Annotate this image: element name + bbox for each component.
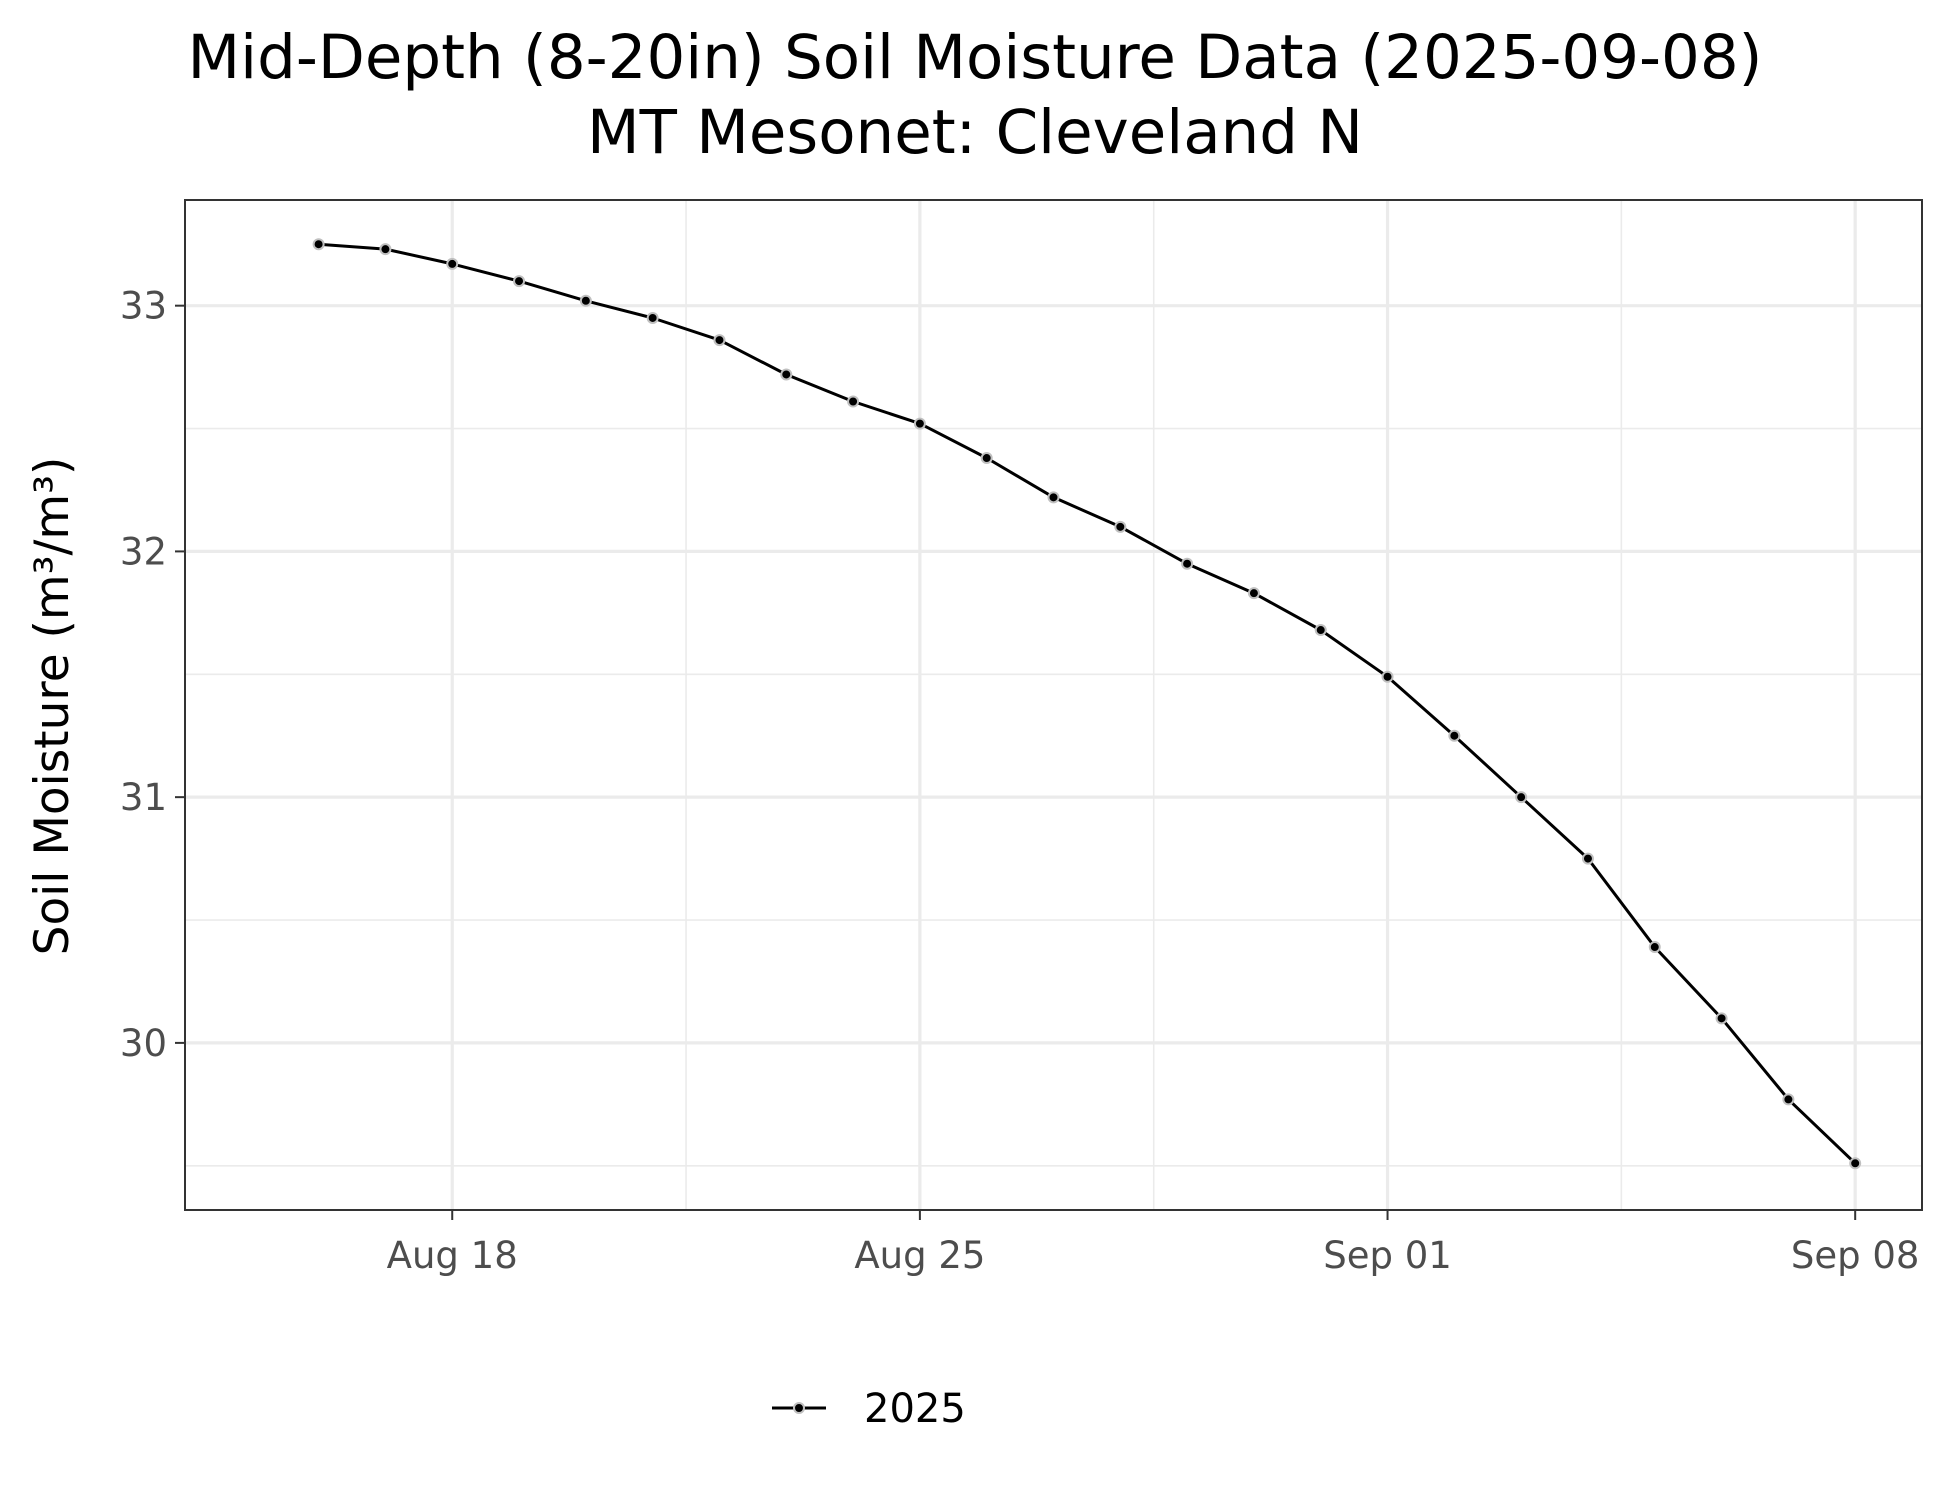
data-point [312,238,325,251]
grid-lines [185,200,1922,1210]
data-point [379,243,392,256]
data-point [713,334,726,347]
y-tick-label: 31 [120,776,167,819]
data-point [913,417,926,430]
data-point [1114,520,1127,533]
y-tick-label: 30 [120,1022,167,1065]
y-tick-label: 32 [120,530,167,573]
legend-label: 2025 [864,1386,966,1432]
data-point [1849,1157,1862,1170]
data-point [847,395,860,408]
x-tick-label: Aug 18 [387,1234,518,1277]
x-tick-label: Sep 08 [1791,1234,1920,1277]
data-point [1314,624,1327,637]
data-point [780,368,793,381]
data-point [1581,852,1594,865]
data-point [513,275,526,288]
data-point [646,311,659,324]
chart-subtitle: MT Mesonet: Cleveland N [587,97,1363,168]
axes: 30 31 32 33 Aug 18 Aug 25 Sep 01 Sep 08 [120,285,1920,1277]
data-point [980,452,993,465]
data-point [1515,791,1528,804]
y-axis-label: Soil Moisture (m³/m³) [25,457,80,956]
y-tick-label: 33 [120,285,167,328]
data-point [1648,941,1661,954]
legend: 2025 [772,1386,966,1432]
panel-border [184,199,1923,1211]
x-tick-label: Aug 25 [854,1234,985,1277]
data-point [446,257,459,270]
x-tick-label: Sep 01 [1323,1234,1452,1277]
data-point [1047,491,1060,504]
data-point [1181,557,1194,570]
series-line [318,242,1857,1165]
data-point [1247,587,1260,600]
data-point [1715,1012,1728,1025]
data-point [1448,729,1461,742]
data-point [579,294,592,307]
legend-point-icon [793,1402,805,1414]
chart-title: Mid-Depth (8-20in) Soil Moisture Data (2… [188,22,1763,93]
data-point [1381,670,1394,683]
data-series [312,238,1862,1170]
data-point [1782,1093,1795,1106]
